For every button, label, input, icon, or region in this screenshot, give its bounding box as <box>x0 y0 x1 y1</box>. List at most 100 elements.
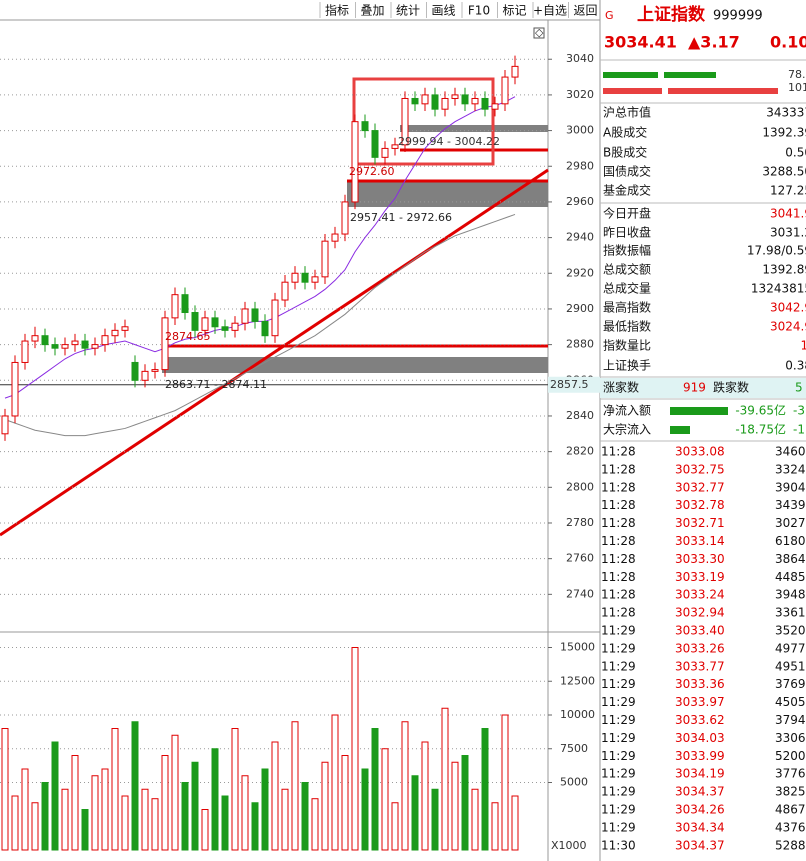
candle-body <box>381 147 389 158</box>
tick-time: 11:29 <box>601 731 636 745</box>
row-label: 上证换手 <box>603 359 651 373</box>
candle-body <box>281 281 289 301</box>
tick-volume: 5200 <box>775 749 806 763</box>
bar <box>603 72 658 78</box>
tick-time: 11:28 <box>601 588 636 602</box>
volume-bar <box>61 788 69 851</box>
tick-volume: 4977 <box>775 641 806 655</box>
y-tick-label: 2820 <box>566 445 594 458</box>
annotation: 2972.60 <box>349 165 395 178</box>
row-label: A股成交 <box>603 125 647 140</box>
candle-body <box>101 335 109 346</box>
volume-bar <box>221 795 229 851</box>
volume-bar <box>421 741 429 851</box>
row-label: 基金成交 <box>603 183 651 198</box>
icon[interactable] <box>533 27 545 39</box>
y-tick-label: 12500 <box>560 674 595 687</box>
toolbar-button[interactable]: 统计 <box>396 4 420 18</box>
toolbar-button[interactable]: 标记 <box>502 4 526 18</box>
tick-time: 11:29 <box>601 659 636 673</box>
volume-bar <box>351 647 359 851</box>
volume-bar <box>81 809 89 851</box>
candle-body <box>91 344 99 349</box>
candle-body <box>491 103 499 110</box>
tick-time: 11:29 <box>601 749 636 763</box>
row-value: 3031.2 <box>770 226 806 240</box>
tick-time: 11:28 <box>601 480 636 494</box>
candle-body <box>51 344 59 349</box>
volume-bar <box>21 768 29 851</box>
volume-bar <box>261 768 269 851</box>
candle-body <box>181 294 189 314</box>
candle-body <box>211 317 219 328</box>
tick-price: 3033.08 <box>675 445 725 459</box>
volume-bar <box>211 748 219 851</box>
candle-body <box>161 317 169 371</box>
tick-price: 3033.36 <box>675 677 725 691</box>
row-label: B股成交 <box>603 145 647 160</box>
toolbar-button[interactable]: +自选 <box>533 4 567 18</box>
tick-time: 11:28 <box>601 552 636 566</box>
candle-body <box>471 97 479 105</box>
tick-volume: 5288 <box>775 838 806 852</box>
y-tick-label: 2940 <box>566 231 594 244</box>
annotation: 2874.65 <box>165 330 211 343</box>
candle-body <box>411 97 419 105</box>
tick-volume: 3361 <box>775 606 806 620</box>
row-value: 3288.50 <box>762 165 806 179</box>
tick-volume: 3027 <box>775 516 806 530</box>
annotation: 2999.94 - 3004.22 <box>398 135 500 148</box>
y-tick-label: 2880 <box>566 338 594 351</box>
zone <box>400 125 548 132</box>
flow-value: -18.75亿 <box>735 422 786 437</box>
candle-body <box>121 326 129 331</box>
breadth: 919 <box>683 381 706 395</box>
volume-bar <box>371 728 379 851</box>
row-value: 0.38 <box>785 359 806 373</box>
volume-bar <box>151 798 159 851</box>
tick-price: 3034.37 <box>675 838 725 852</box>
row-label: 国债成交 <box>603 164 651 179</box>
volume-bar <box>31 802 39 851</box>
tick-time: 11:28 <box>601 606 636 620</box>
icon[interactable]: ◇ <box>535 26 544 39</box>
row-value: 17.98/0.59 <box>747 244 806 258</box>
volume-bar <box>431 788 439 851</box>
toolbar-button[interactable]: 画线 <box>431 4 455 18</box>
tick-price: 3034.34 <box>675 820 725 834</box>
row-value: 1. <box>801 339 806 353</box>
candle-body <box>71 340 79 346</box>
toolbar-button[interactable]: 叠加 <box>360 4 384 18</box>
volume-bar <box>361 768 369 851</box>
candle-body <box>341 201 349 235</box>
toolbar-button[interactable]: 返回 <box>573 4 597 18</box>
volume-bar <box>481 728 489 851</box>
bar-value: 101.0 <box>788 81 806 94</box>
toolbar-button[interactable]: F10 <box>468 4 490 18</box>
volume-bar <box>231 728 239 851</box>
index-name: 上证指数 <box>637 4 706 25</box>
candle-body <box>321 240 329 278</box>
candle-body <box>511 65 519 78</box>
row-value: 3024.9 <box>770 320 806 334</box>
y-tick-label: 15000 <box>560 641 595 654</box>
tick-time: 11:29 <box>601 767 636 781</box>
tick-time: 11:29 <box>601 820 636 834</box>
tick-time: 11:29 <box>601 695 636 709</box>
bar <box>603 88 662 94</box>
tick-price: 3032.77 <box>675 480 725 494</box>
tick-volume: 4505 <box>775 695 806 709</box>
volume-unit: X1000 <box>551 839 587 852</box>
tick-price: 3034.26 <box>675 803 725 817</box>
tick-price: 3033.77 <box>675 659 725 673</box>
candle-body <box>431 94 439 110</box>
toolbar-button[interactable]: 指标 <box>325 3 349 18</box>
tick-volume: 3864 <box>775 552 806 566</box>
tick-volume: 6180 <box>775 534 806 548</box>
flow-label: 大宗流入 <box>603 422 651 437</box>
tick-time: 11:29 <box>601 803 636 817</box>
flow-value: -39.65亿 <box>735 403 786 418</box>
tick-price: 3032.78 <box>675 498 725 512</box>
row-value: 13243815 <box>751 282 806 296</box>
tick-price: 3033.62 <box>675 713 725 727</box>
